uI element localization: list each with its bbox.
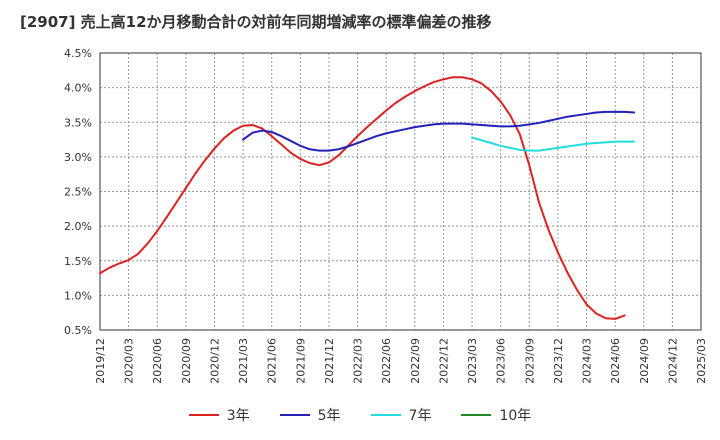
series-line-1	[242, 110, 636, 152]
x-tick-label: 2022/06	[380, 338, 393, 384]
x-tick-label: 2023/09	[523, 338, 536, 384]
x-tick-label: 2021/12	[323, 338, 336, 384]
grid-lines	[99, 52, 702, 331]
x-tick-label: 2024/03	[581, 338, 594, 384]
x-tick-label: 2020/06	[151, 338, 164, 384]
legend: 3年 5年 7年 10年	[0, 402, 720, 428]
x-tick-label: 2024/06	[609, 338, 622, 384]
x-tick-label: 2022/12	[437, 338, 450, 384]
legend-swatch	[370, 414, 401, 416]
x-tick-label: 2023/06	[495, 338, 508, 384]
y-tick-label: 2.0%	[64, 220, 92, 233]
x-tick-label: 2019/12	[94, 338, 107, 384]
x-tick-label: 2023/12	[552, 338, 565, 384]
x-axis-ticks: 2019/12 2020/03 2020/06 2020/09 2020/12 2021/…	[94, 338, 708, 384]
legend-label: 10年	[499, 408, 532, 424]
legend-label: 3年	[226, 408, 250, 424]
x-tick-label: 2025/03	[695, 338, 708, 384]
y-tick-label: 2.5%	[64, 186, 92, 199]
series-line-0	[99, 76, 626, 320]
x-tick-label: 2022/09	[409, 338, 422, 384]
y-tick-label: 4.0%	[64, 82, 92, 95]
legend-swatch	[279, 414, 310, 416]
legend-item: 3年	[188, 402, 250, 428]
legend-label: 5年	[317, 408, 341, 424]
y-tick-label: 1.5%	[64, 255, 92, 268]
series-lines	[99, 76, 636, 320]
x-tick-label: 2024/12	[666, 338, 679, 384]
y-tick-label: 0.5%	[64, 324, 92, 337]
legend-label: 7年	[408, 408, 432, 424]
legend-item: 5年	[279, 402, 341, 428]
x-tick-label: 2022/03	[352, 338, 365, 384]
y-tick-label: 3.0%	[64, 151, 92, 164]
y-axis-ticks: 0.5% 1.0% 1.5% 2.0% 2.5% 3.0% 3.5% 4.0% 4.5%	[64, 47, 92, 337]
legend-item: 7年	[370, 402, 432, 428]
legend-item: 10年	[461, 402, 531, 428]
y-tick-label: 1.0%	[64, 289, 92, 302]
x-tick-label: 2021/09	[294, 338, 307, 384]
x-tick-label: 2021/03	[237, 338, 250, 384]
x-tick-label: 2020/09	[180, 338, 193, 384]
axes	[99, 52, 702, 331]
x-tick-label: 2020/03	[123, 338, 136, 384]
plot-frame	[99, 52, 702, 331]
y-tick-label: 3.5%	[64, 116, 92, 129]
x-tick-label: 2024/09	[638, 338, 651, 384]
x-tick-label: 2020/12	[208, 338, 221, 384]
legend-swatch	[188, 414, 219, 416]
y-tick-label: 4.5%	[64, 47, 92, 60]
legend-swatch	[461, 414, 492, 416]
x-tick-label: 2021/06	[266, 338, 279, 384]
chart-title: [2907] 売上高12か月移動合計の対前年同期増減率の標準偏差の推移	[20, 13, 492, 31]
x-tick-label: 2023/03	[466, 338, 479, 384]
series-line-2	[471, 136, 636, 152]
